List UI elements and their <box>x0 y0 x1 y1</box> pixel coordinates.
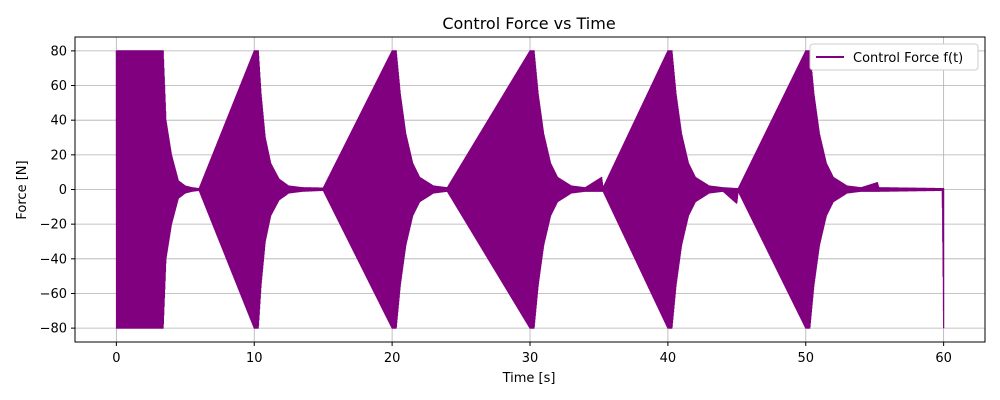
x-tick-label: 0 <box>112 351 120 366</box>
x-tick-label: 20 <box>384 351 401 366</box>
y-tick-label: 60 <box>50 79 67 94</box>
x-tick-label: 10 <box>246 351 263 366</box>
x-tick-label: 30 <box>522 351 539 366</box>
x-tick-label: 40 <box>660 351 677 366</box>
x-tick-label: 50 <box>797 351 814 366</box>
legend-label: Control Force f(t) <box>853 51 963 66</box>
plot-area <box>115 50 945 329</box>
y-axis-label: Force [N] <box>15 160 30 219</box>
chart-title: Control Force vs Time <box>442 14 615 33</box>
y-tick-label: −60 <box>40 287 67 302</box>
y-axis: −80 −60 −40 −20 0 20 40 60 80 <box>40 44 75 337</box>
series-control-force-line <box>115 50 945 329</box>
x-axis: 0 10 20 30 40 50 60 <box>112 342 952 366</box>
x-tick-label: 60 <box>935 351 952 366</box>
y-tick-label: −80 <box>40 322 67 337</box>
y-tick-label: 40 <box>50 114 67 129</box>
y-tick-label: −20 <box>40 218 67 233</box>
legend-box <box>809 43 979 71</box>
y-tick-label: 80 <box>50 44 67 59</box>
y-tick-label: 0 <box>59 183 67 198</box>
x-axis-label: Time [s] <box>502 371 556 386</box>
legend: Control Force f(t) <box>809 43 979 71</box>
y-tick-label: 20 <box>50 148 67 163</box>
y-tick-label: −40 <box>40 252 67 267</box>
